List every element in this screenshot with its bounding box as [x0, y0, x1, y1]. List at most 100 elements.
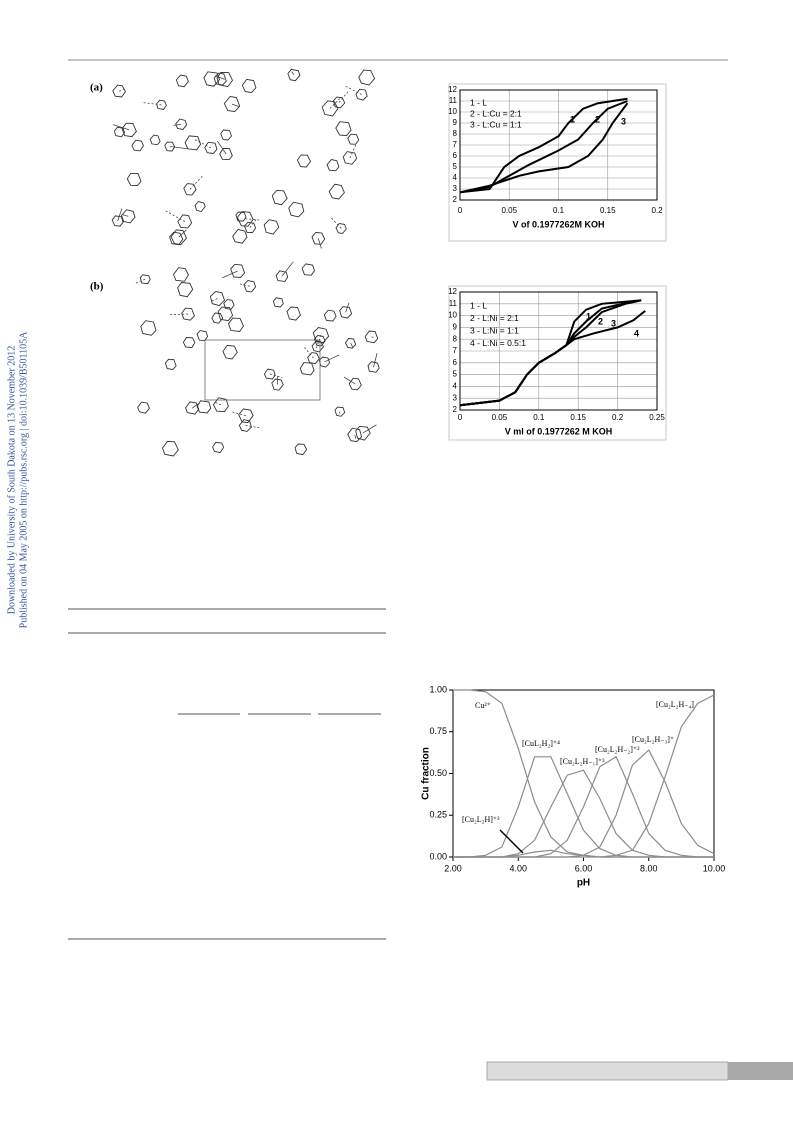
y-tick-label: 12 — [448, 287, 457, 296]
bond — [343, 376, 356, 385]
y-tick-label: 10 — [448, 107, 457, 116]
footer-bar — [486, 1061, 729, 1081]
y-tick-label: 11 — [449, 96, 458, 105]
ring — [235, 211, 247, 222]
bond — [238, 283, 250, 287]
ring — [347, 133, 360, 145]
ring — [326, 159, 340, 172]
y-axis-label: Cu fraction — [421, 747, 432, 800]
y-tick-label: 5 — [453, 162, 458, 171]
y-tick-label: 2 — [453, 195, 458, 204]
ring — [164, 358, 177, 370]
bond — [362, 424, 377, 434]
y-tick-label: 12 — [448, 85, 457, 94]
y-tick-label: 10 — [448, 311, 457, 320]
sidebar-line: Downloaded by University of South Dakota… — [6, 346, 17, 615]
y-tick-label: 5 — [453, 370, 458, 379]
species-label: [Cu₂L₂H₋₃]⁺ — [632, 735, 674, 744]
y-tick-label: 4 — [453, 382, 458, 391]
legend-entry: 1 - L — [470, 97, 487, 107]
y-tick-label: 6 — [453, 358, 458, 367]
ring — [156, 99, 167, 110]
bond — [141, 101, 162, 106]
curve-label: 3 — [621, 116, 626, 126]
ring — [311, 231, 326, 245]
bond — [349, 142, 358, 159]
series-line — [459, 102, 629, 194]
sidebar-line: Published on 04 May 2005 on http://pubs.… — [18, 331, 29, 629]
crystal-structure-b — [135, 261, 380, 457]
ring — [175, 74, 189, 88]
y-tick-label: 2 — [453, 405, 458, 414]
ring — [223, 96, 241, 112]
ring — [112, 84, 126, 98]
ring — [287, 68, 301, 82]
bond — [373, 353, 378, 368]
legend-entry: 3 - L:Ni = 1:1 — [470, 325, 519, 335]
bond — [214, 401, 222, 406]
y-tick-label: 7 — [453, 140, 458, 149]
bond — [354, 434, 357, 439]
annotation-arrow — [499, 829, 524, 854]
ring — [161, 440, 179, 457]
x-tick-label: 0 — [458, 206, 463, 215]
x-tick-label: 0 — [458, 413, 463, 422]
ring — [312, 327, 330, 343]
species-label: [Cu₂L₂H]⁺³ — [462, 815, 500, 824]
bond — [329, 96, 342, 109]
unit-cell — [204, 339, 321, 401]
ring — [181, 307, 195, 321]
ring — [238, 419, 252, 432]
bond — [269, 373, 283, 378]
bond — [245, 218, 262, 221]
y-tick-label: 0.50 — [429, 768, 447, 778]
ring — [342, 151, 358, 165]
ring — [348, 377, 362, 391]
ring — [209, 291, 226, 307]
ring — [364, 330, 379, 344]
x-tick-label: 0.25 — [649, 413, 665, 422]
bond — [216, 140, 227, 155]
bond — [249, 219, 257, 228]
ring — [232, 228, 248, 244]
ring — [137, 401, 150, 414]
x-tick-label: 0.1 — [533, 413, 545, 422]
ring — [335, 223, 347, 234]
ring — [307, 352, 320, 365]
y-tick-label: 6 — [453, 151, 458, 160]
bond — [210, 298, 218, 303]
x-tick-label: 0.15 — [570, 413, 586, 422]
ring — [296, 154, 312, 168]
ring — [334, 406, 346, 417]
ring — [311, 340, 325, 353]
ring — [170, 229, 188, 246]
y-tick-label: 1.00 — [429, 684, 447, 694]
ring — [271, 189, 288, 206]
species-label: [CuL₂H₂]⁺⁴ — [522, 739, 560, 748]
x-tick-label: 0.05 — [492, 413, 508, 422]
x-tick-label: 0.2 — [651, 206, 663, 215]
bond — [178, 229, 187, 238]
series-line — [453, 694, 715, 858]
bond — [345, 302, 350, 313]
y-tick-label: 9 — [453, 118, 458, 127]
ring — [194, 201, 206, 213]
y-tick-label: 8 — [453, 129, 458, 138]
figure-label: (a) — [90, 82, 103, 94]
ring — [139, 274, 151, 285]
species-label: [Cu₂L₂H₋₄] — [656, 700, 694, 709]
bond — [112, 124, 130, 131]
bond — [315, 334, 322, 350]
footer-bar-end — [728, 1062, 793, 1080]
x-tick-label: 0.2 — [612, 413, 624, 422]
ring — [301, 263, 315, 276]
ring — [111, 215, 124, 227]
y-tick-label: 8 — [453, 334, 458, 343]
ring — [263, 219, 280, 235]
ring — [177, 214, 193, 229]
bond — [117, 208, 123, 222]
plot-area — [459, 291, 658, 411]
bond — [169, 146, 188, 150]
